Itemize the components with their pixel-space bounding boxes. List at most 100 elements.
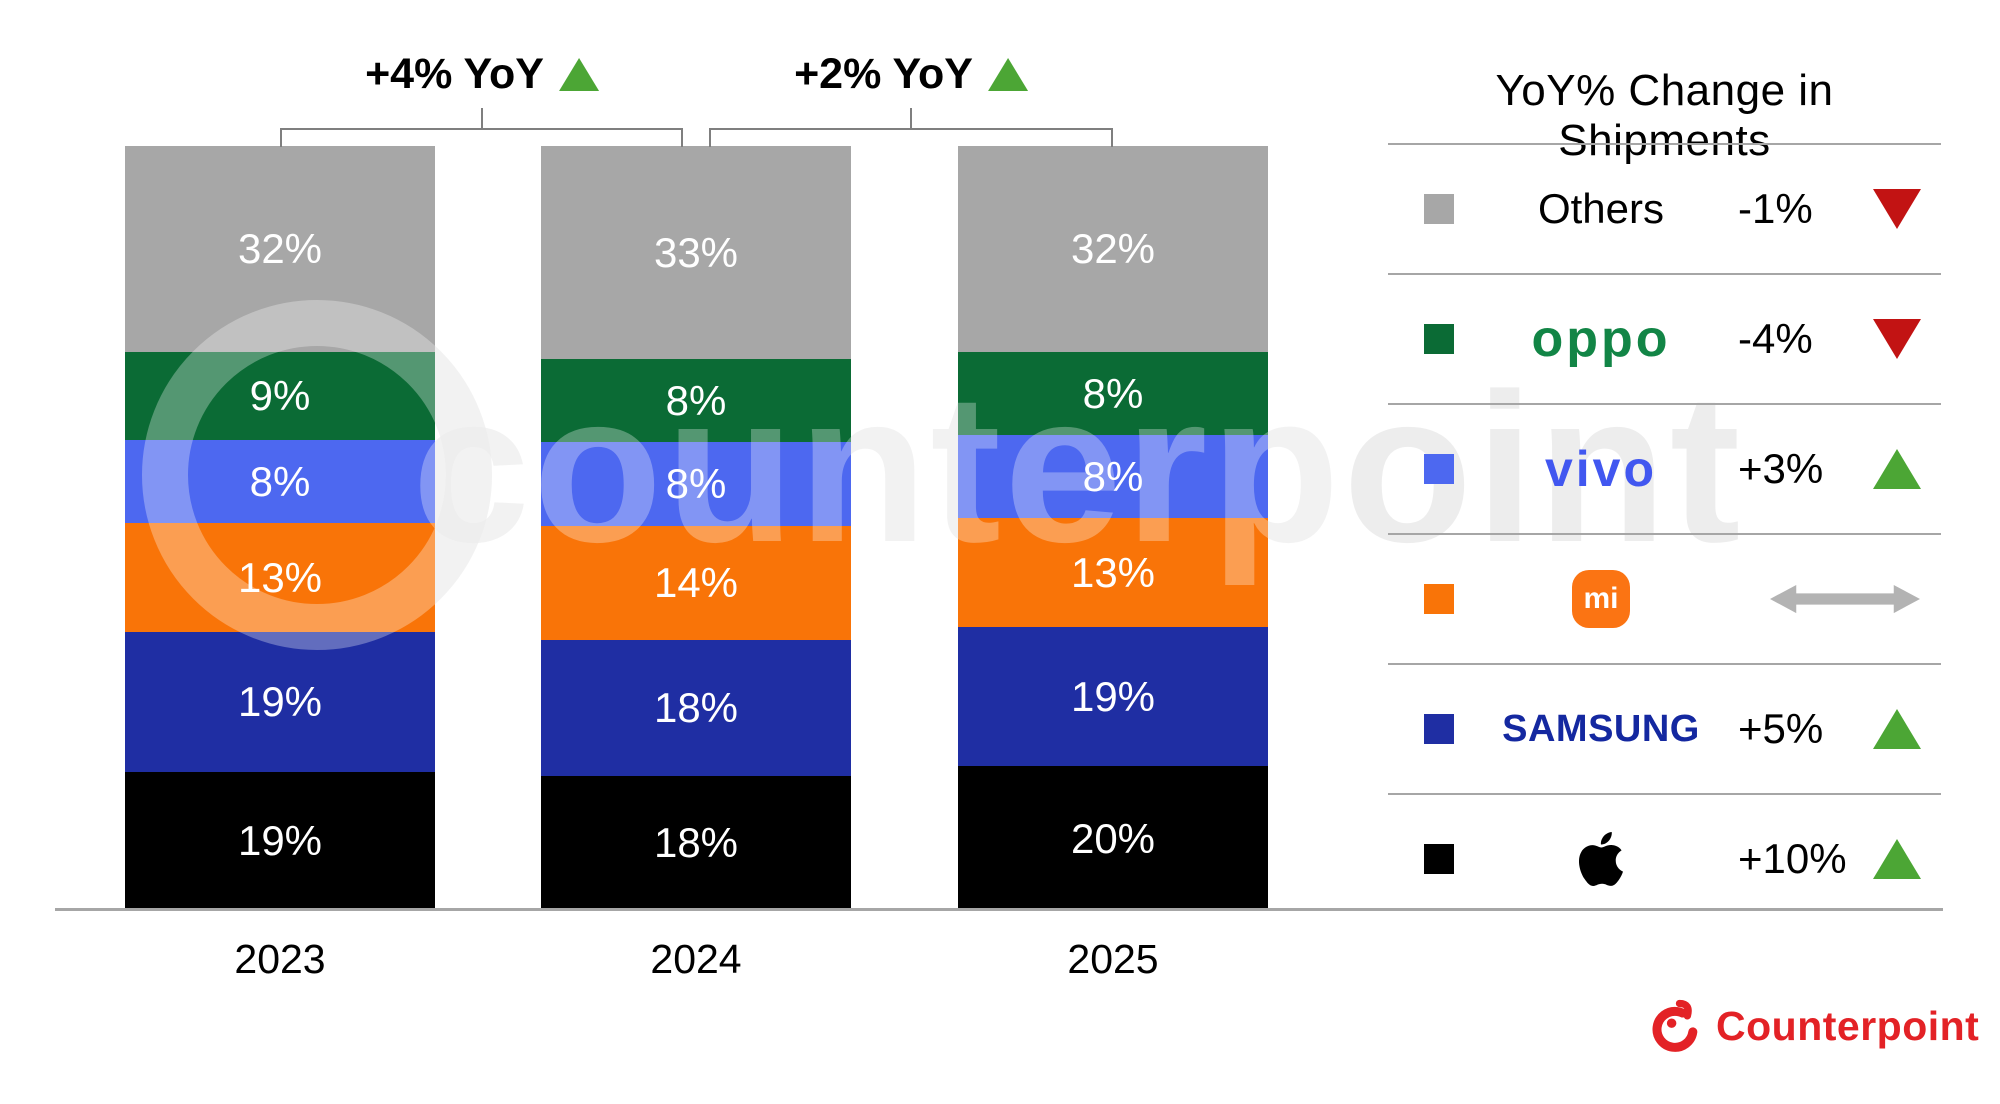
legend-row-oppo: oppo -4% — [1388, 273, 1941, 403]
legend-triangle-cell — [1853, 795, 1941, 923]
legend-panel: YoY% Change in Shipments Others -1% oppo -4… — [1388, 60, 1941, 911]
segment-oppo-2024: 8% — [541, 359, 851, 443]
segment-value-label: 18% — [653, 819, 739, 867]
legend-brand-others: Others — [1464, 145, 1738, 273]
vivo-logo: vivo — [1544, 441, 1658, 497]
triangle-up-icon — [1873, 709, 1921, 749]
segment-value-label: 19% — [1070, 672, 1156, 720]
axis-label-2023: 2023 — [234, 936, 326, 982]
bracket-stem — [481, 108, 483, 128]
legend-swatch-cell — [1421, 405, 1457, 533]
legend-flat-cell — [1748, 535, 1941, 663]
segment-value-label: 8% — [1082, 452, 1144, 500]
segment-value-label: 18% — [653, 684, 739, 732]
segment-value-label: 19% — [237, 817, 323, 865]
segment-value-label: 8% — [249, 457, 311, 505]
legend-change-others: -1% — [1738, 185, 1813, 232]
triangle-up-icon — [1873, 839, 1921, 879]
bracket-tick — [1111, 128, 1113, 147]
segment-value-label: 8% — [665, 376, 727, 424]
yoy-change-label: +2% YoY — [794, 50, 1028, 99]
segment-xiaomi-2025: 13% — [958, 518, 1268, 627]
apple-logo-icon — [1579, 832, 1623, 886]
legend-change-cell: +3% — [1738, 405, 1853, 533]
bar-2025: 32% 8% 8% 13% 19% 20% — [958, 146, 1268, 911]
legend-brand-vivo: vivo — [1464, 405, 1738, 533]
segment-value-label: 13% — [237, 553, 323, 601]
yoy-change-text: +2% YoY — [794, 50, 973, 98]
legend-change-vivo: +3% — [1738, 445, 1824, 492]
legend-swatch-xiaomi — [1424, 584, 1454, 614]
legend-brand-xiaomi: mi — [1464, 535, 1738, 663]
bracket-tick — [681, 128, 683, 147]
triangle-up-icon — [1873, 449, 1921, 489]
segment-value-label: 33% — [653, 228, 739, 276]
segment-value-label: 32% — [1070, 225, 1156, 273]
segment-xiaomi-2023: 13% — [125, 523, 435, 633]
triangle-down-icon — [1873, 189, 1921, 229]
legend-title: YoY% Change in Shipments — [1495, 66, 1834, 165]
legend-swatch-samsung — [1424, 714, 1454, 744]
legend-change-cell: -4% — [1738, 275, 1853, 403]
legend-rows: Others -1% oppo -4% vivo +3% mi SAMSUNG +5% +10% — [1388, 143, 1941, 923]
bracket-tick — [709, 128, 711, 147]
legend-label-others: Others — [1537, 185, 1665, 232]
segment-value-label: 20% — [1070, 814, 1156, 862]
segment-oppo-2023: 9% — [125, 352, 435, 441]
segment-samsung-2023: 19% — [125, 632, 435, 772]
legend-triangle-cell — [1853, 275, 1941, 403]
footer-brand: Counterpoint — [1648, 998, 1979, 1054]
legend-swatch-cell — [1421, 665, 1457, 793]
samsung-logo: SAMSUNG — [1502, 708, 1700, 750]
triangle-up-icon — [558, 58, 599, 91]
legend-swatch-others — [1424, 194, 1454, 224]
triangle-down-icon — [1873, 319, 1921, 359]
legend-change-apple: +10% — [1738, 835, 1847, 882]
legend-brand-oppo: oppo — [1464, 275, 1738, 403]
segment-value-label: 8% — [665, 460, 727, 508]
segment-vivo-2025: 8% — [958, 435, 1268, 519]
legend-swatch-oppo — [1424, 324, 1454, 354]
xiaomi-mi-logo: mi — [1572, 570, 1630, 628]
legend-swatch-cell — [1421, 275, 1457, 403]
legend-swatch-cell — [1421, 145, 1457, 273]
yoy-change-text: +4% YoY — [365, 50, 544, 98]
legend-brand-apple — [1464, 795, 1738, 923]
segment-vivo-2023: 8% — [125, 440, 435, 524]
bar-2024: 33% 8% 8% 14% 18% 18% — [541, 146, 851, 911]
segment-apple-2025: 20% — [958, 766, 1268, 911]
segment-value-label: 32% — [237, 225, 323, 273]
legend-row-vivo: vivo +3% — [1388, 403, 1941, 533]
segment-apple-2023: 19% — [125, 771, 435, 911]
bar-2023: 32% 9% 8% 13% 19% 19% — [125, 146, 435, 911]
bracket-stem — [910, 108, 912, 128]
axis-label-2025: 2025 — [1067, 936, 1159, 982]
segment-samsung-2025: 19% — [958, 626, 1268, 767]
legend-swatch-cell — [1421, 795, 1457, 923]
segment-value-label: 14% — [653, 559, 739, 607]
legend-row-apple: +10% — [1388, 793, 1941, 923]
legend-change-cell: -1% — [1738, 145, 1853, 273]
legend-change-cell: +5% — [1738, 665, 1853, 793]
legend-brand-samsung: SAMSUNG — [1464, 665, 1738, 793]
segment-xiaomi-2024: 14% — [541, 525, 851, 641]
legend-triangle-cell — [1853, 145, 1941, 273]
segment-others-2025: 32% — [958, 146, 1268, 353]
segment-value-label: 19% — [237, 677, 323, 725]
legend-swatch-vivo — [1424, 454, 1454, 484]
legend-row-samsung: SAMSUNG +5% — [1388, 663, 1941, 793]
yoy-change-label: +4% YoY — [365, 50, 599, 99]
segment-value-label: 9% — [249, 372, 311, 420]
segment-oppo-2025: 8% — [958, 352, 1268, 436]
legend-triangle-cell — [1853, 405, 1941, 533]
segment-vivo-2024: 8% — [541, 442, 851, 526]
legend-change-cell: +10% — [1738, 795, 1853, 923]
segment-others-2024: 33% — [541, 146, 851, 359]
triangle-up-icon — [987, 58, 1028, 91]
legend-swatch-apple — [1424, 844, 1454, 874]
segment-value-label: 8% — [1082, 369, 1144, 417]
segment-apple-2024: 18% — [541, 775, 851, 911]
